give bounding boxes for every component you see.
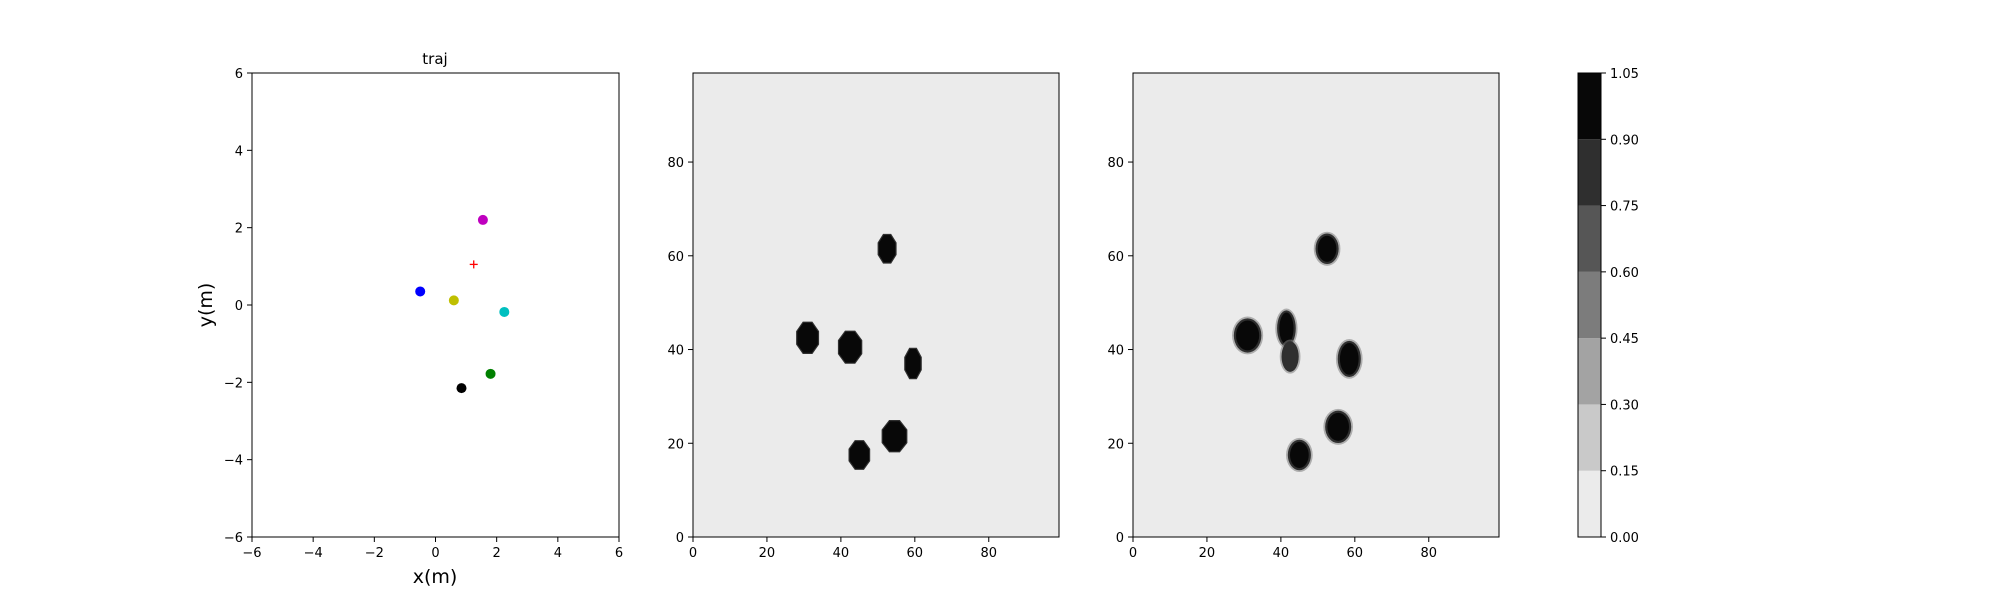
heatmap-1-background (693, 73, 1059, 537)
heatmap-1-blob (877, 233, 897, 264)
heatmap-1-y-tick-label: 0 (676, 531, 684, 546)
heatmap-1-blob (848, 440, 871, 470)
heatmap-2-x-tick-label: 20 (1199, 546, 1216, 561)
heatmap-1-x-tick-label: 20 (759, 546, 776, 561)
colorbar-tick-label: 0.60 (1610, 266, 1639, 281)
heatmap-1-frame (692, 72, 1060, 538)
heatmap-1-blob (796, 321, 820, 354)
colorbar-band (1578, 338, 1601, 405)
heatmap-2-blob (1313, 231, 1341, 266)
heatmap-1-x-tick-label: 40 (833, 546, 850, 561)
heatmap-1-blob (837, 330, 863, 364)
goal-marker (469, 260, 478, 269)
trajectory-point (448, 295, 459, 306)
heatmap-2-blob (1335, 339, 1363, 379)
heatmap-2-blobs (1232, 231, 1363, 473)
colorbar-ticks: 0.00 0.15 0.30 0.45 0.60 0.75 0.90 1.05 (1601, 67, 1639, 546)
occupancy-heatmap-1: 0 20 40 60 80 0 20 40 60 80 (667, 72, 1060, 561)
colorbar-bands (1578, 73, 1601, 537)
traj-x-tick-label: 4 (554, 546, 562, 561)
heatmap-2-background (1133, 73, 1499, 537)
colorbar-band (1578, 404, 1601, 471)
traj-x-tick-label: −6 (242, 546, 261, 561)
heatmap-2-x-tick-label: 60 (1347, 546, 1364, 561)
heatmap-1-y-axis: 0 20 40 60 80 (667, 156, 693, 546)
traj-scatter-plot: traj −6 −4 −2 0 2 4 6 −6 −4 −2 0 2 4 6 x(m) y(m) (195, 50, 623, 588)
colorbar-tick-label: 0.45 (1610, 332, 1639, 347)
colorbar-frame (1577, 72, 1602, 538)
colorbar: 0.00 0.15 0.30 0.45 0.60 0.75 0.90 1.05 (1577, 67, 1639, 546)
heatmap-2-y-tick-label: 80 (1107, 156, 1124, 171)
traj-x-tick-label: 0 (431, 546, 439, 561)
traj-y-tick-label: 6 (235, 67, 243, 82)
heatmap-2-x-tick-label: 0 (1129, 546, 1137, 561)
heatmap-1-x-tick-label: 80 (980, 546, 997, 561)
traj-y-tick-label: −2 (224, 376, 243, 391)
heatmap-1-x-tick-label: 60 (907, 546, 924, 561)
heatmap-2-x-axis: 0 20 40 60 80 (1129, 537, 1437, 561)
heatmap-2-y-tick-label: 40 (1107, 344, 1124, 359)
traj-x-axis: −6 −4 −2 0 2 4 6 (242, 537, 623, 561)
heatmap-1-y-tick-label: 60 (667, 250, 684, 265)
colorbar-tick-label: 0.00 (1610, 531, 1639, 546)
traj-x-tick-label: 6 (615, 546, 623, 561)
trajectory-point (485, 368, 496, 379)
traj-y-tick-label: 2 (235, 222, 243, 237)
heatmap-1-blob (904, 347, 922, 380)
colorbar-band (1578, 205, 1601, 272)
colorbar-band (1578, 470, 1601, 537)
traj-y-tick-label: 4 (235, 144, 243, 159)
traj-plot-frame (251, 72, 620, 538)
colorbar-tick-label: 0.15 (1610, 465, 1639, 480)
heatmap-2-y-axis: 0 20 40 60 80 (1107, 156, 1133, 546)
heatmap-2-blob (1232, 316, 1264, 355)
trajectory-point (499, 306, 510, 317)
traj-y-tick-label: −6 (224, 531, 243, 546)
colorbar-band (1578, 271, 1601, 339)
traj-y-tick-label: −4 (224, 454, 243, 469)
occupancy-heatmap-2: 0 20 40 60 80 0 20 40 60 80 (1107, 72, 1500, 561)
heatmap-1-blobs (796, 233, 922, 470)
traj-y-axis-label: y(m) (195, 283, 217, 328)
heatmap-1-y-tick-label: 40 (667, 344, 684, 359)
heatmap-2-x-tick-label: 80 (1420, 546, 1437, 561)
heatmap-1-blob (881, 420, 908, 453)
trajectory-point (415, 286, 426, 297)
colorbar-tick-label: 0.90 (1610, 133, 1639, 148)
trajectory-point (477, 214, 488, 225)
heatmap-1-x-axis: 0 20 40 60 80 (689, 537, 997, 561)
heatmap-2-blob (1286, 437, 1313, 473)
colorbar-tick-label: 1.05 (1610, 67, 1639, 82)
heatmap-1-y-tick-label: 20 (667, 437, 684, 452)
colorbar-tick-label: 0.75 (1610, 200, 1639, 215)
traj-y-axis: −6 −4 −2 0 2 4 6 (224, 67, 252, 546)
heatmap-2-x-tick-label: 40 (1273, 546, 1290, 561)
trajectory-points (415, 214, 510, 394)
colorbar-band (1578, 139, 1601, 206)
traj-plot-title: traj (422, 50, 447, 68)
heatmap-2-y-tick-label: 0 (1116, 531, 1124, 546)
heatmap-2-blob (1279, 339, 1301, 374)
heatmap-1-x-tick-label: 0 (689, 546, 697, 561)
heatmap-2-y-tick-label: 60 (1107, 250, 1124, 265)
colorbar-band (1578, 73, 1601, 140)
traj-x-tick-label: −4 (304, 546, 323, 561)
colorbar-tick-label: 0.30 (1610, 398, 1639, 413)
heatmap-2-y-tick-label: 20 (1107, 437, 1124, 452)
traj-x-tick-label: −2 (365, 546, 384, 561)
heatmap-2-blob (1275, 308, 1298, 349)
trajectory-point (456, 383, 467, 394)
traj-x-axis-label: x(m) (413, 566, 458, 588)
heatmap-1-y-tick-label: 80 (667, 156, 684, 171)
heatmap-2-blob (1323, 408, 1354, 445)
traj-y-tick-label: 0 (235, 299, 243, 314)
traj-x-tick-label: 2 (493, 546, 501, 561)
heatmap-2-frame (1132, 72, 1500, 538)
